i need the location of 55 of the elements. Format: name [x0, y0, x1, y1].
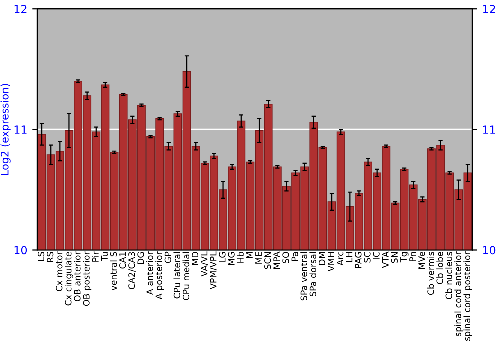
x-tick-label: Hb — [237, 252, 244, 263]
x-tick-label: IC — [373, 252, 380, 260]
x-tick-label: Arc — [337, 252, 344, 266]
x-tick-label: Cx cingulate — [64, 252, 74, 306]
x-tick-label: Pir — [92, 252, 99, 262]
x-tick-label: spinal cord posterior — [464, 252, 472, 342]
x-tick-label: MPA — [274, 252, 280, 270]
x-tick-label: OB posterior — [83, 252, 92, 306]
x-tick-label: Cb lobe — [436, 252, 444, 284]
x-tick-label: PAG — [355, 252, 362, 268]
x-tick-label: Cb nucleus — [446, 252, 452, 300]
x-tick-label: MVe — [418, 252, 426, 270]
x-tick-label: M — [246, 252, 253, 258]
x-tick-label: Tu — [102, 252, 108, 262]
x-tick-label: SC — [364, 252, 371, 263]
x-tick-label: Cx motor — [56, 252, 63, 292]
x-tick-label: A posterior — [156, 252, 164, 300]
y-tick-label: 11 — [14, 126, 27, 134]
y2-tick-label: 11 — [483, 126, 496, 134]
x-tick-label: VA/VL — [201, 252, 208, 277]
x-tick-label: A anterior — [146, 252, 154, 296]
y-axis-title: Log2 (expression) — [0, 84, 11, 176]
x-tick-label: SN — [391, 252, 398, 264]
y-tick-label: 10 — [14, 246, 28, 255]
y-tick-label: 12 — [14, 5, 27, 14]
x-tick-label: Cb vermis — [427, 252, 434, 296]
x-tick-label: DM — [319, 252, 326, 266]
x-tick-label: ME — [256, 252, 262, 264]
x-tick-label: GP — [164, 252, 172, 264]
x-tick-label: CPu medial — [182, 252, 190, 300]
x-tick-label: SCN — [264, 252, 272, 270]
x-tick-label: LH — [346, 252, 353, 262]
x-tick-label: LG — [219, 252, 226, 262]
x-tick-label: MD — [192, 252, 199, 266]
y2-tick-label: 10 — [483, 246, 496, 255]
x-tick-label: LS — [38, 252, 45, 262]
x-tick-label: SPa ventral — [300, 252, 308, 301]
x-tick-label: Pa — [292, 252, 298, 262]
x-tick-label: Pn — [410, 252, 416, 262]
x-tick-label: MG — [228, 252, 235, 266]
x-tick-label: OB anterior — [74, 252, 81, 302]
x-tick-label: CA1 — [120, 252, 126, 269]
x-tick-label: Tg — [400, 252, 409, 263]
x-tick-label: CA2/CA3 — [128, 252, 136, 290]
x-tick-label: VTA — [382, 252, 389, 268]
x-tick-label: DG — [138, 252, 144, 264]
x-tick-label: CPu lateral — [174, 252, 181, 299]
x-tick-label: SPa dorsal — [310, 252, 316, 296]
y2-tick-label: 12 — [483, 5, 496, 14]
x-tick-label: spinal cord anterior — [454, 252, 464, 336]
x-tick-label: SO — [282, 252, 290, 264]
x-tick-label: ventral S — [110, 252, 118, 291]
x-tick-label: VPM/VPL — [210, 252, 218, 290]
x-tick-label: VMH — [328, 252, 334, 272]
x-tick-label: RS — [47, 252, 54, 262]
